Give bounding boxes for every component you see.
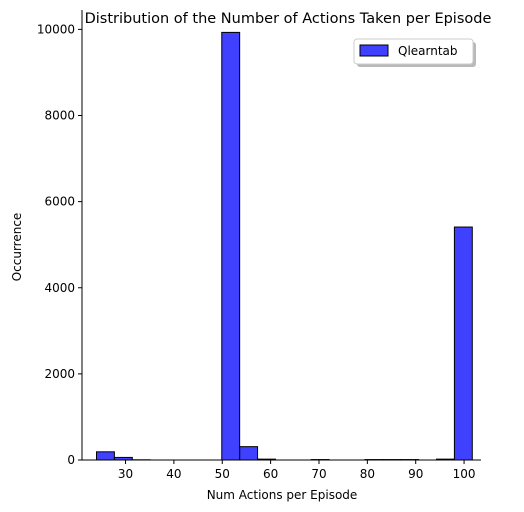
x-axis-label: Num Actions per Episode [207, 488, 358, 502]
y-axis-ticks: 0 2000 4000 6000 8000 10000 [37, 22, 82, 467]
histogram-bar-3 [221, 31, 241, 461]
bars-group [96, 31, 473, 461]
y-axis-label: Occurrence [10, 213, 24, 282]
legend-swatch [359, 44, 389, 57]
x-axis-ticks: 30 40 50 60 70 80 90 100 [118, 460, 476, 481]
legend-label: Qlearntab [398, 44, 458, 58]
x-tick-label: 50 [215, 467, 230, 481]
legend: Qlearntab [353, 38, 476, 67]
y-tick-label: 0 [67, 453, 75, 467]
x-tick-label: 70 [311, 467, 326, 481]
histogram-bar-11 [453, 226, 473, 461]
x-tick-label: 90 [408, 467, 423, 481]
x-tick-label: 30 [118, 467, 133, 481]
chart-title: Distribution of the Number of Actions Ta… [85, 11, 492, 27]
histogram-bar-0 [96, 451, 115, 461]
y-tick-label: 10000 [37, 22, 75, 36]
x-tick-label: 40 [166, 467, 181, 481]
y-tick-label: 8000 [44, 109, 75, 123]
y-tick-label: 4000 [44, 281, 75, 295]
x-tick-label: 100 [453, 467, 476, 481]
histogram-bar-4 [239, 446, 259, 461]
x-tick-label: 60 [263, 467, 278, 481]
x-tick-label: 80 [360, 467, 375, 481]
y-tick-label: 2000 [44, 367, 75, 381]
y-tick-label: 6000 [44, 195, 75, 209]
